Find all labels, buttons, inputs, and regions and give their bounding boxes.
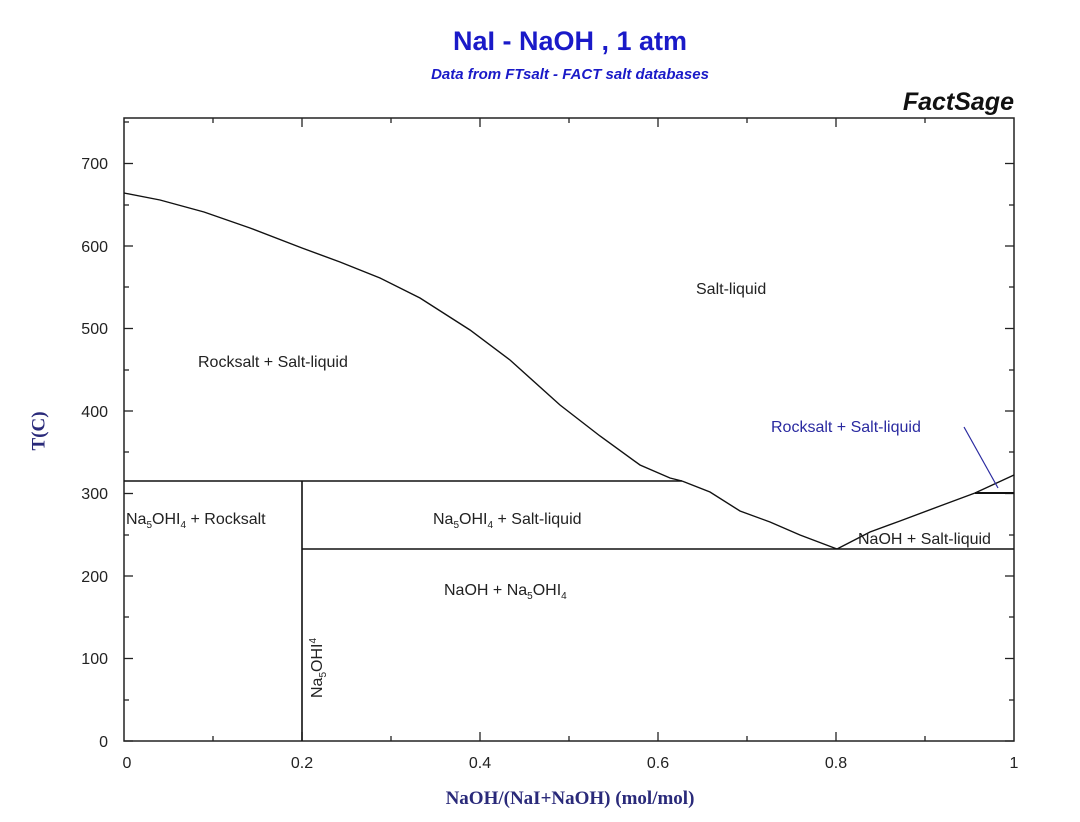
label-na5ohi4-salt-liquid: Na5OHI4 + Salt-liquid [433,511,582,531]
y-tick-500: 500 [81,321,108,338]
chart-subtitle: Data from FTsalt - FACT salt databases [431,66,709,83]
y-tick-200: 200 [81,569,108,586]
phase-boundaries [123,192,1015,741]
y-ticks [124,121,1014,742]
x-tick-0.4: 0.4 [469,755,491,772]
y-tick-600: 600 [81,239,108,256]
y-tick-labels: 0 100 200 300 400 500 600 700 [81,156,108,751]
x-tick-0.6: 0.6 [647,755,669,772]
x-tick-0.2: 0.2 [291,755,313,772]
y-axis-label: T(C) [28,411,50,451]
factsage-logo: FactSage [902,88,1014,116]
y-tick-0: 0 [99,734,108,751]
x-axis-label: NaOH/(NaI+NaOH) (mol/mol) [445,788,695,809]
label-naoh-na5ohi4: NaOH + Na5OHI4 [444,582,567,602]
label-na5ohi4-compound: Na5OHI4 [308,638,329,698]
label-naoh-salt-liquid: NaOH + Salt-liquid [858,531,991,548]
label-salt-liquid: Salt-liquid [696,281,766,298]
x-tick-0.8: 0.8 [825,755,847,772]
annotation-arrow [963,426,999,489]
x-tick-1: 1 [1010,755,1019,772]
x-tick-0: 0 [123,755,132,772]
y-tick-700: 700 [81,156,108,173]
liquidus-rocksalt [123,192,683,482]
liquidus-na5ohi4 [681,480,838,550]
label-rocksalt-salt-liquid-right: Rocksalt + Salt-liquid [771,419,921,436]
y-tick-300: 300 [81,486,108,503]
label-rocksalt-salt-liquid: Rocksalt + Salt-liquid [198,354,348,371]
y-tick-400: 400 [81,404,108,421]
liquidus-naoh [836,474,1015,550]
x-tick-labels: 0 0.2 0.4 0.6 0.8 1 [123,755,1019,772]
chart-title: NaI - NaOH , 1 atm [452,26,688,56]
y-tick-100: 100 [81,651,108,668]
label-na5ohi4-rocksalt: Na5OHI4 + Rocksalt [126,511,266,531]
